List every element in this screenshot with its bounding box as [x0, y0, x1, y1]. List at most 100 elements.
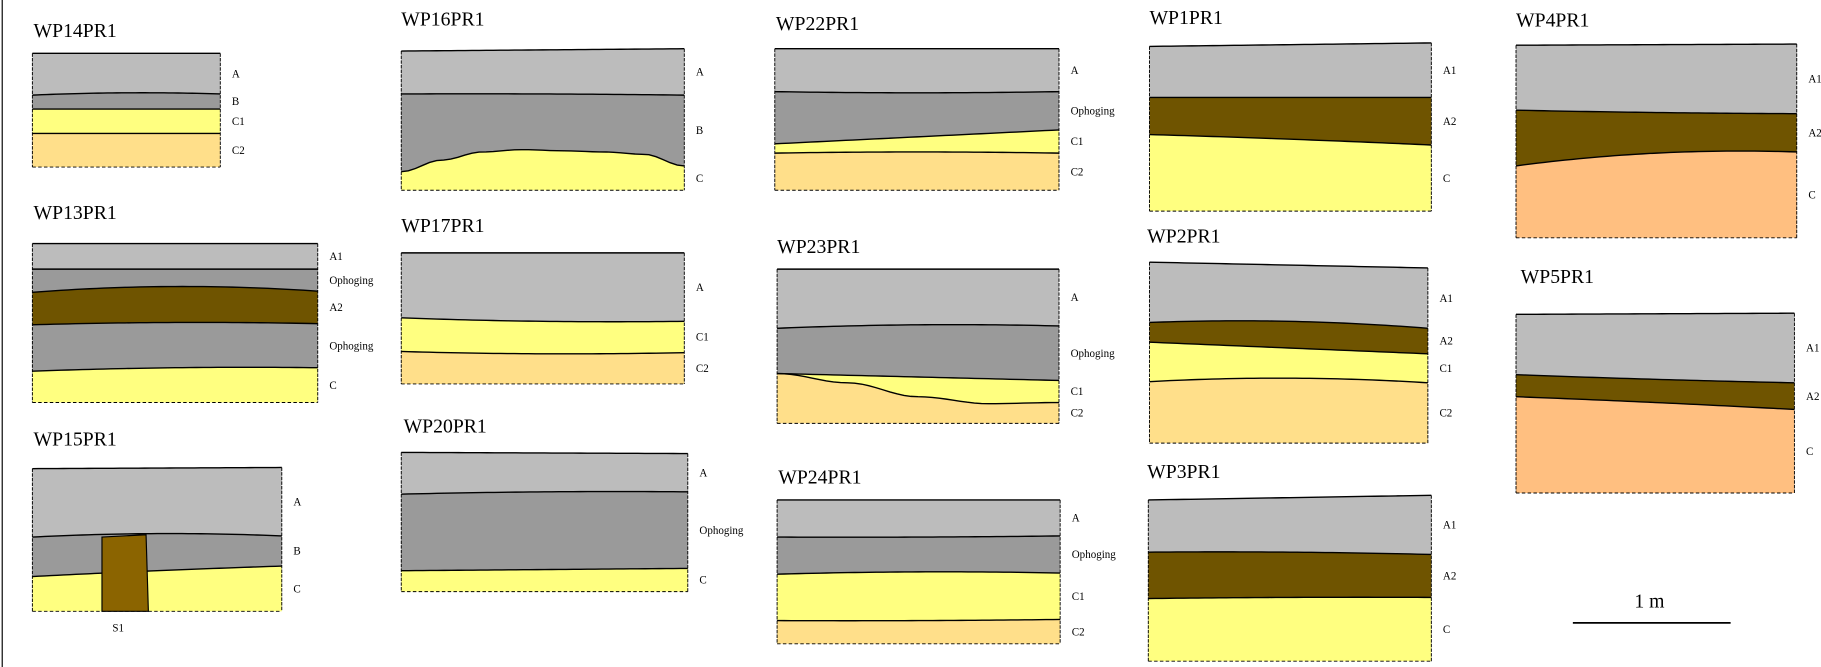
profile-title: WP22PR1	[776, 13, 859, 35]
layer-label: C1	[696, 332, 709, 344]
soil-layer	[1149, 378, 1427, 443]
layer-label: C1	[1439, 363, 1452, 375]
layer-label: A	[696, 67, 704, 79]
layer-label: Ophoging	[329, 275, 374, 287]
soil-layer	[775, 49, 1059, 93]
soil-layer	[777, 500, 1060, 537]
soil-layer	[32, 467, 281, 537]
layer-label: Ophoging	[699, 525, 744, 537]
layer-label: Ophoging	[329, 340, 374, 352]
layer-label: C2	[1439, 408, 1452, 420]
soil-layer	[1148, 597, 1431, 661]
soil-layer	[401, 492, 688, 571]
layer-label: A	[1072, 513, 1080, 525]
scale-label: 1 m	[1634, 591, 1665, 613]
layer-label: C2	[1071, 166, 1084, 178]
soil-layer	[32, 244, 317, 270]
profiles: WP14PR1ABC1C2WP13PR1A1OphogingA2Ophoging…	[32, 7, 1821, 661]
layer-label: C	[696, 173, 703, 185]
layer-label: A2	[329, 302, 342, 314]
profile-title: WP3PR1	[1147, 461, 1220, 483]
soil-layer	[32, 287, 317, 325]
profile-title: WP14PR1	[34, 20, 117, 42]
layer-label: Ophoging	[1071, 348, 1116, 360]
layer-label: C1	[1072, 591, 1085, 603]
soil-layer	[1148, 552, 1431, 599]
soil-layer	[1148, 495, 1431, 554]
soil-layer	[1516, 397, 1794, 493]
soil-layer	[32, 109, 220, 133]
layer-label: C	[293, 583, 300, 595]
soil-layer	[401, 351, 684, 383]
soil-layer	[32, 322, 317, 371]
profile-title: WP23PR1	[777, 236, 860, 258]
layer-label: C2	[1072, 626, 1085, 638]
soil-layer	[32, 53, 220, 95]
soil-profile: WP20PR1 A Ophoging C	[401, 416, 744, 592]
soil-profile: WP5PR1 A1 A2 C	[1516, 266, 1819, 493]
soil-layer	[777, 572, 1060, 621]
feature-label: S1	[112, 622, 124, 634]
soil-profile: WP24PR1 A Ophoging C1 C2	[777, 467, 1116, 644]
soil-layer	[401, 253, 684, 322]
soil-layer	[777, 619, 1060, 643]
layer-label: A1	[1439, 293, 1452, 305]
soil-layer	[1149, 135, 1431, 212]
profile-title: WP2PR1	[1147, 225, 1220, 247]
soil-profile: WP17PR1AC1C2	[401, 215, 708, 384]
profile-title: WP4PR1	[1516, 10, 1589, 32]
soil-layer	[1516, 151, 1797, 238]
layer-label: Ophoging	[1072, 549, 1117, 561]
profile-title: WP16PR1	[401, 8, 484, 30]
layer-label: C2	[696, 363, 709, 375]
profile-title: WP24PR1	[778, 467, 861, 489]
soil-profile: WP13PR1 A1 Ophoging A2 Ophoging C	[32, 202, 374, 402]
profile-title: WP5PR1	[1521, 266, 1594, 288]
soil-layer	[777, 269, 1059, 328]
profile-title: WP13PR1	[34, 202, 117, 224]
soil-profile: WP15PR1ABCS1	[32, 428, 301, 634]
profile-title: WP1PR1	[1149, 7, 1222, 29]
feature-s1	[102, 535, 148, 612]
layer-label: Ophoging	[1071, 105, 1116, 117]
soil-layer	[777, 325, 1059, 381]
layer-label: A2	[1806, 391, 1819, 403]
layer-label: A	[1071, 292, 1079, 304]
soil-layer	[1149, 262, 1427, 328]
layer-label: C2	[1071, 408, 1084, 420]
layer-label: A	[293, 496, 301, 508]
soil-profile: WP23PR1AOphogingC1C2	[777, 236, 1115, 424]
layer-label: C	[1806, 446, 1813, 458]
layer-label: A1	[1806, 343, 1819, 355]
soil-layer	[1516, 313, 1794, 383]
layer-label: C	[699, 575, 706, 587]
layer-label: A2	[1443, 116, 1456, 128]
layer-label: B	[293, 546, 300, 558]
layer-label: A1	[1443, 520, 1456, 532]
layer-label: A2	[1439, 336, 1452, 348]
soil-layer	[32, 93, 220, 109]
profile-title: WP20PR1	[404, 416, 487, 438]
layer-label: A1	[1808, 74, 1821, 86]
profile-diagram: WP14PR1ABC1C2WP13PR1A1OphogingA2Ophoging…	[0, 0, 1821, 667]
layer-label: A	[699, 467, 707, 479]
soil-layer	[32, 367, 317, 402]
layer-label: B	[232, 96, 239, 108]
soil-layer	[775, 152, 1059, 190]
layer-label: C	[329, 380, 336, 392]
layer-label: C	[1808, 190, 1815, 202]
layer-label: C2	[232, 145, 245, 157]
soil-layer	[1516, 44, 1797, 114]
soil-layer	[401, 568, 688, 591]
layer-label: C1	[1071, 136, 1084, 148]
soil-profile: WP3PR1A1A2C	[1147, 461, 1456, 661]
layer-label: C	[1443, 173, 1450, 185]
soil-layer	[777, 536, 1060, 574]
layer-label: A1	[329, 251, 342, 263]
layer-label: A2	[1443, 571, 1456, 583]
